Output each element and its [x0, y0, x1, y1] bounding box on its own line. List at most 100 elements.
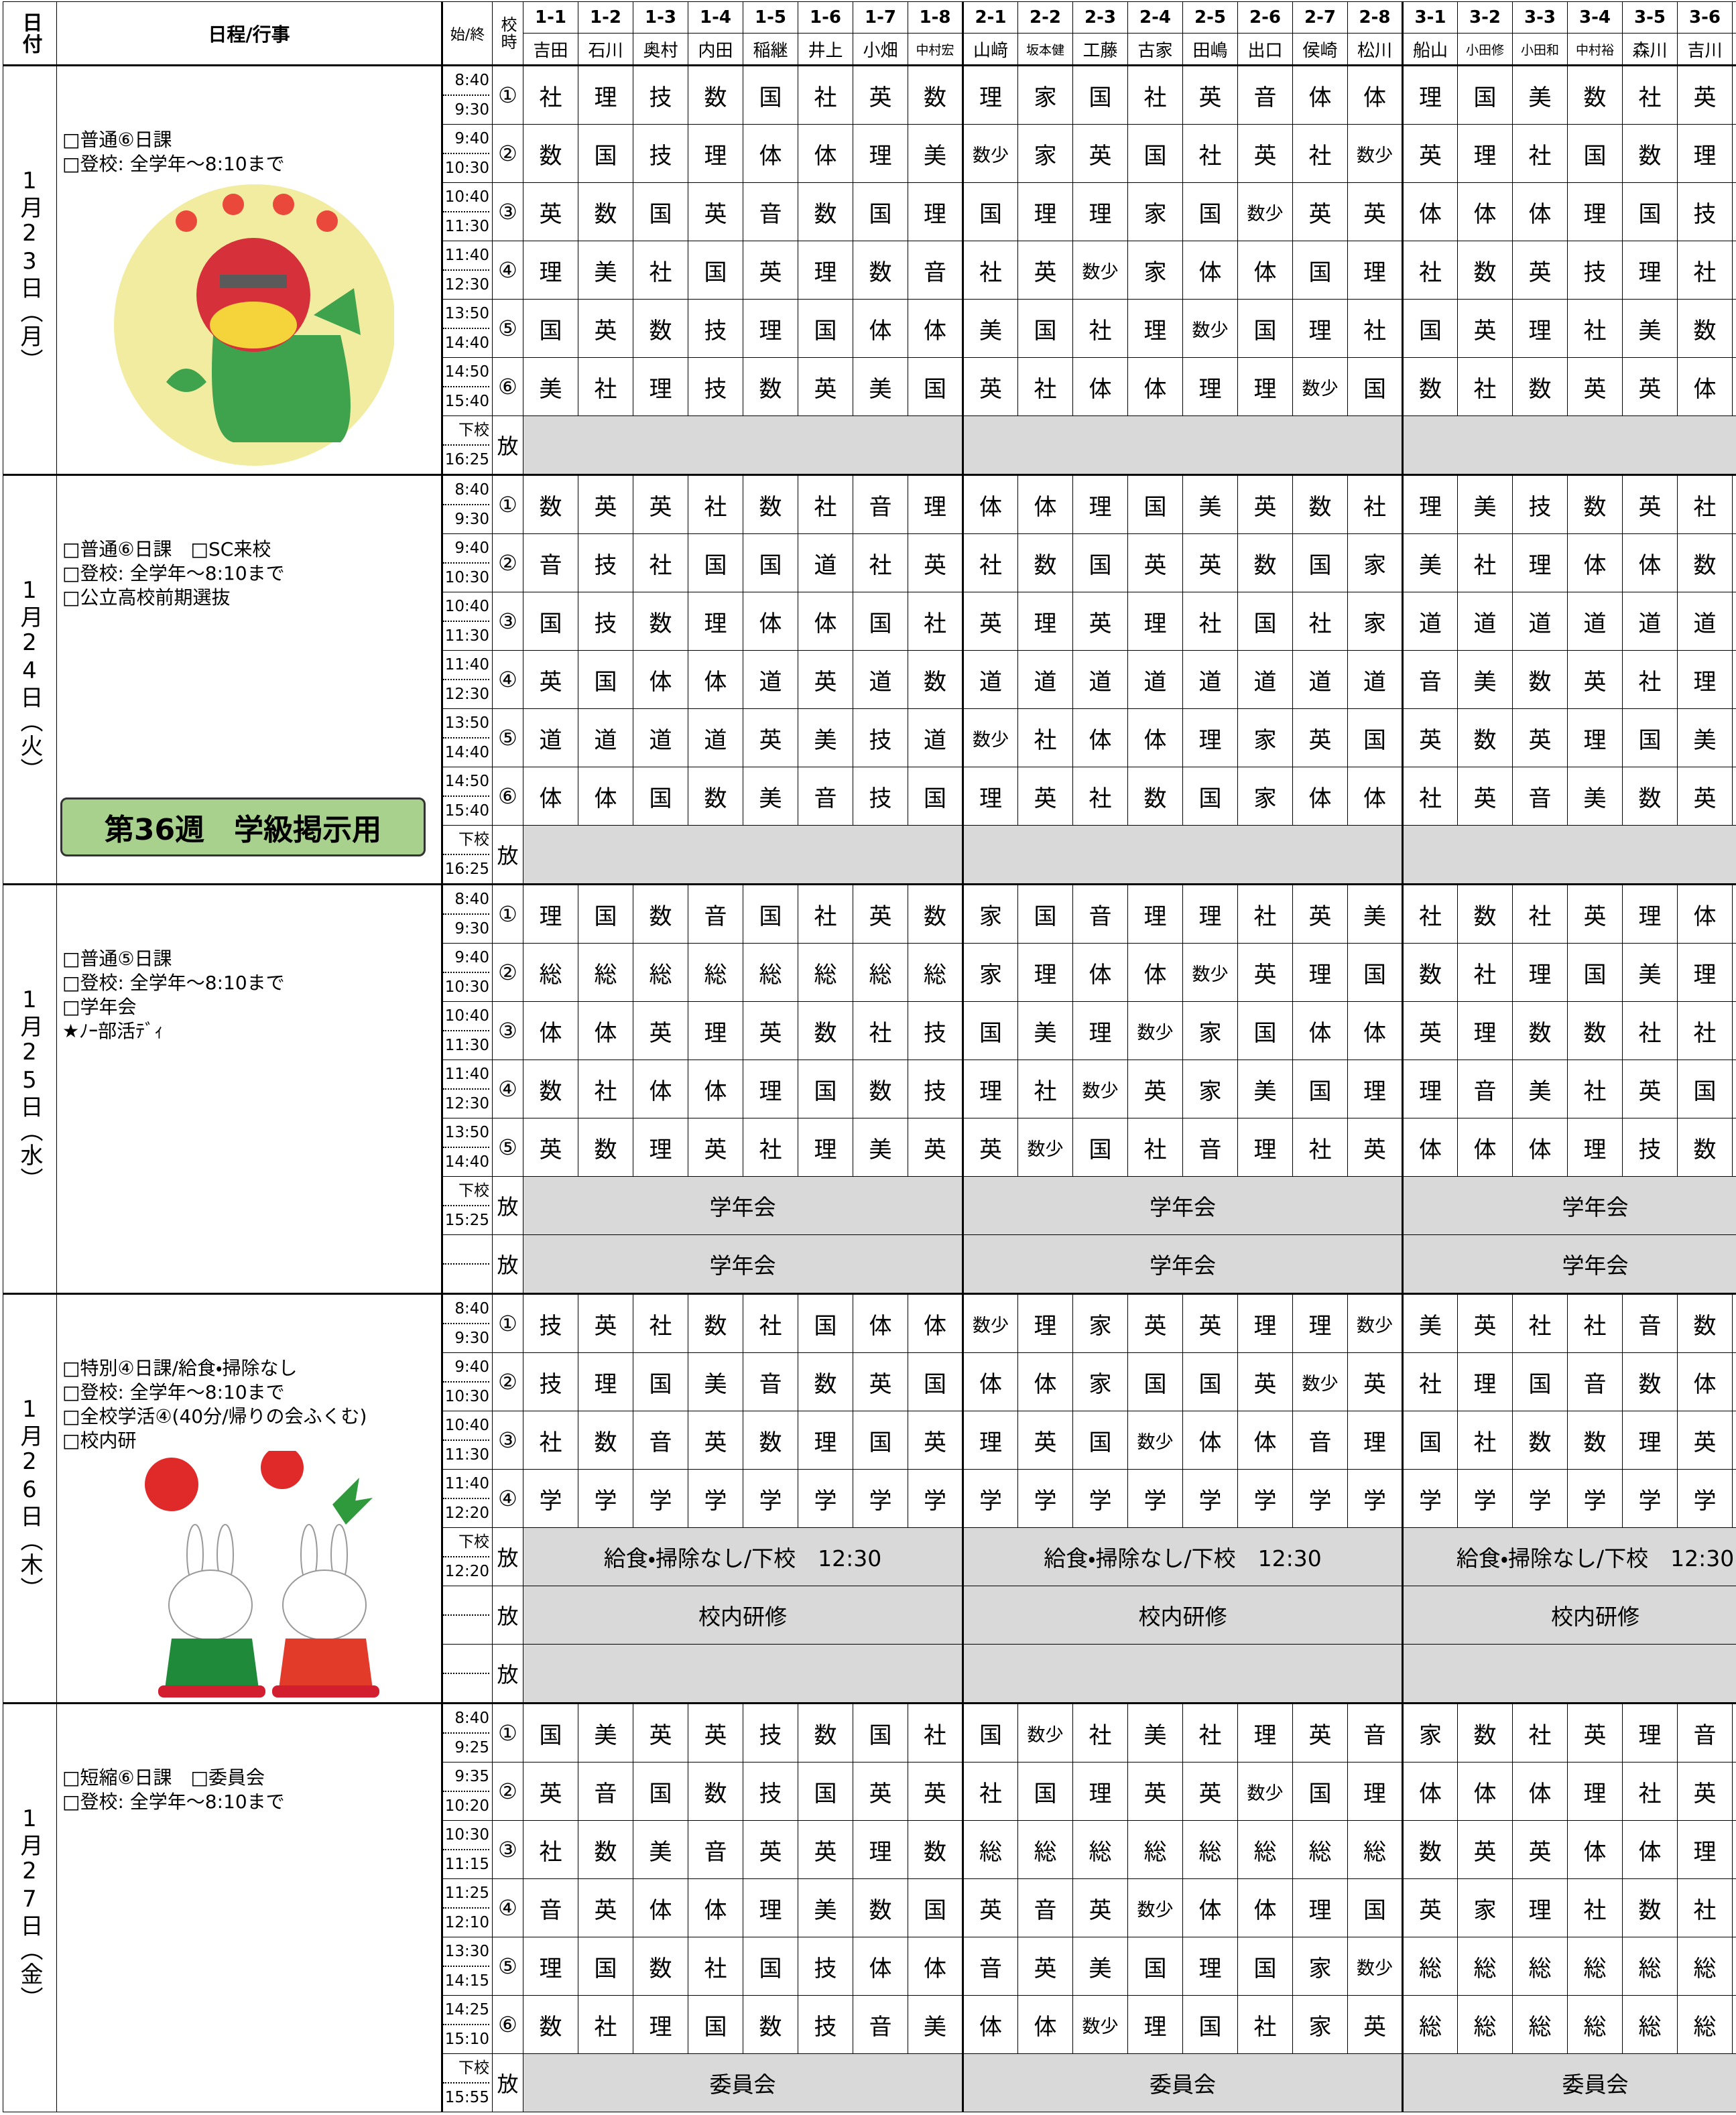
subject-cell: 理: [1457, 1001, 1513, 1060]
period-cell: 放: [492, 825, 523, 885]
subject-cell: 英: [798, 357, 853, 416]
subject-cell: 美: [798, 1878, 853, 1937]
subject-cell: 英: [1732, 1001, 1736, 1060]
subject-cell: 国: [1292, 1762, 1348, 1821]
subject-cell: 国: [743, 533, 798, 592]
event-item: □普通⑥日課: [62, 129, 172, 151]
time-cell: [442, 1234, 493, 1294]
subject-cell: 英: [523, 182, 578, 241]
subject-cell: 音: [798, 767, 853, 826]
subject-cell: 社: [1072, 299, 1128, 358]
subject-cell: 数: [908, 883, 964, 944]
subject-cell: 体: [1237, 1878, 1293, 1937]
time-cell: 14:25 15:10: [442, 1995, 493, 2054]
subject-cell: 総: [908, 943, 964, 1002]
period-cell: ④: [492, 1060, 523, 1118]
subject-cell: 社: [1292, 124, 1348, 183]
subject-cell: 社: [1292, 1118, 1348, 1177]
start-time: 10:40: [443, 1412, 489, 1441]
events-cell: □特別④日課/給食・掃除なし □登校: 全学年～8:10まで □全校学活④(40分/…: [56, 1293, 443, 1704]
class-name: 1-4: [688, 1, 743, 34]
subject-cell: 技: [853, 767, 908, 826]
subject-cell: 道: [798, 533, 853, 592]
subject-cell: 美: [743, 767, 798, 826]
subject-cell: 英: [1567, 650, 1623, 709]
subject-cell: 社: [1457, 357, 1513, 416]
subject-cell: 道: [1347, 650, 1404, 709]
end-time: 12:30: [444, 686, 489, 703]
subject-cell: 国: [633, 1762, 688, 1821]
subject-cell: 数: [1622, 1878, 1678, 1937]
subject-cell: 体: [798, 124, 853, 183]
subject-cell: 数少: [1072, 1060, 1128, 1118]
subject-cell: 社: [1567, 299, 1623, 358]
subject-cell: 総: [633, 943, 688, 1002]
subject-cell: 音: [963, 1937, 1018, 1996]
subject-cell: 理: [1677, 943, 1733, 1002]
subject-cell: 社: [1512, 124, 1568, 183]
teacher-name: 坂本健: [1017, 33, 1073, 66]
subject-cell: 英: [1402, 124, 1458, 183]
subject-cell: 英: [853, 1762, 908, 1821]
subject-cell: 技: [578, 592, 633, 651]
subject-cell: 総: [1292, 1820, 1348, 1879]
subject-cell: 体: [1732, 1352, 1736, 1411]
subject-cell: 国: [1017, 299, 1073, 358]
period-cell: ③: [492, 182, 523, 241]
period-cell: ③: [492, 1820, 523, 1879]
subject-cell: 体: [688, 1060, 743, 1118]
teacher-name: 小田和: [1512, 33, 1568, 66]
subject-cell: 数: [1677, 1293, 1733, 1353]
subject-cell: 理: [1622, 1702, 1678, 1762]
time-cell: 11:40 12:30: [442, 1060, 493, 1118]
end-time: 15:25: [444, 1212, 489, 1229]
teacher-name: 船山: [1402, 33, 1458, 66]
header-row: 日付 日程/行事 始/終 校時 1-1 1-2 1-3 1-4 1-5 1-6 1-7 1-8 2-1 2…: [3, 1, 1736, 66]
subject-cell: 数: [908, 1820, 964, 1879]
subject-cell: 英: [743, 241, 798, 300]
subject-cell: 数: [1512, 357, 1568, 416]
subject-cell: 英: [1732, 299, 1736, 358]
subject-cell: 体: [1677, 357, 1733, 416]
subject-cell: 英: [743, 1001, 798, 1060]
subject-cell: 理: [1017, 182, 1073, 241]
period-cell: 放: [492, 1527, 523, 1586]
subject-cell: 体: [523, 1001, 578, 1060]
start-time: 9:40: [443, 535, 489, 564]
subject-cell: 数少: [1347, 124, 1404, 183]
subject-cell: 国: [853, 1702, 908, 1762]
subject-cell: 総: [853, 943, 908, 1002]
subject-cell: 社: [1017, 1060, 1073, 1118]
start-time: [443, 1645, 489, 1674]
event-item: □登校: 全学年～8:10まで: [62, 1791, 285, 1813]
end-time: 10:20: [444, 1797, 489, 1815]
subject-cell: 体: [798, 592, 853, 651]
subject-cell: 国: [1237, 1001, 1293, 1060]
end-time: 15:40: [444, 802, 489, 820]
timetable-row: 放校内研修 校内研修 校内研修: [3, 1586, 1736, 1645]
period-cell: ①: [492, 1293, 523, 1353]
subject-cell: 理: [1237, 1702, 1293, 1762]
period-cell: ③: [492, 1411, 523, 1470]
time-cell: 14:50 15:40: [442, 767, 493, 826]
subject-cell: 英: [798, 1820, 853, 1879]
subject-cell: 社: [908, 1702, 964, 1762]
subject-cell: 社: [1402, 883, 1458, 944]
subject-cell: 英: [1347, 1352, 1404, 1411]
subject-cell: 体: [1677, 1352, 1733, 1411]
class-name: 2-3: [1072, 1, 1128, 34]
subject-cell: 数: [578, 1118, 633, 1177]
grade-note-cell: [1402, 825, 1736, 885]
subject-cell: 国: [633, 182, 688, 241]
subject-cell: 理: [633, 1118, 688, 1177]
subject-cell: 数少: [1017, 1118, 1073, 1177]
subject-cell: 理: [523, 883, 578, 944]
subject-cell: 技: [798, 1995, 853, 2054]
subject-cell: 英: [1457, 299, 1513, 358]
subject-cell: 英: [1457, 1293, 1513, 1353]
start-time: [443, 1236, 489, 1265]
subject-cell: 国: [853, 1411, 908, 1470]
